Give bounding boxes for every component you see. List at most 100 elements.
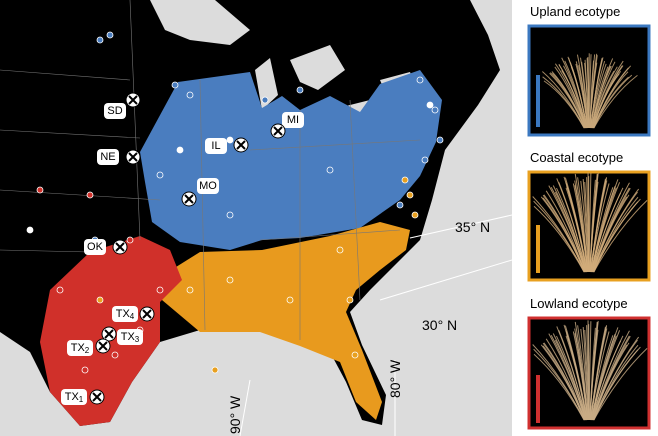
site-label: MI: [287, 114, 299, 126]
site-label: TX1: [65, 391, 84, 404]
site-label: OK: [87, 241, 104, 253]
grass-blade: [581, 61, 590, 129]
sample-point: [416, 76, 424, 84]
sample-point: [226, 136, 234, 144]
grass-blade: [588, 176, 590, 273]
sample-point: [326, 166, 334, 174]
sample-point: [156, 171, 164, 179]
map: [0, 0, 513, 436]
sample-point: [286, 296, 294, 304]
grass-blade: [556, 178, 588, 273]
site-label-box: [61, 389, 87, 405]
site-name: OK: [87, 241, 104, 253]
grass-blade: [548, 185, 587, 273]
sample-point: [351, 351, 359, 359]
latitude-label: 35° N: [455, 219, 490, 235]
grass-blade: [564, 325, 588, 421]
sample-point: [176, 146, 184, 154]
longitude-label: 80° W: [387, 359, 403, 398]
sample-point: [106, 31, 114, 39]
grass-blade: [591, 335, 617, 421]
site-label: IL: [211, 140, 220, 152]
site-name: TX: [65, 391, 80, 403]
sample-point: [226, 211, 234, 219]
grass-blade: [580, 328, 590, 421]
lowland-panel: Lowland ecotype: [527, 296, 651, 430]
sample-point: [156, 286, 164, 294]
site-subscript: 1: [79, 395, 84, 404]
site-label-box: [197, 178, 219, 194]
site-label-box: [205, 138, 227, 154]
site-cross: [184, 194, 194, 204]
grass-blade: [591, 340, 622, 421]
great-lakes: [150, 0, 415, 125]
grass-blade: [548, 333, 587, 421]
site-label: SD: [107, 105, 122, 117]
grass-blade: [591, 187, 617, 273]
grass-blade: [593, 200, 648, 273]
graticule-lines: [239, 214, 513, 436]
sample-point: [111, 351, 119, 359]
state-borders: [0, 0, 421, 340]
site-name: MO: [199, 180, 217, 192]
grass-blade: [558, 64, 587, 129]
grass-blade: [591, 65, 611, 129]
grass-blade: [588, 324, 590, 421]
grass-blade: [591, 192, 622, 273]
site-label: TX3: [121, 331, 140, 344]
grass-blade: [593, 339, 638, 421]
grass-blade: [593, 74, 638, 129]
grass-blade: [593, 71, 629, 129]
grass-blade: [568, 57, 588, 129]
scale-bar: [536, 375, 540, 423]
scale-bar: [536, 75, 540, 127]
site-name: SD: [107, 105, 122, 117]
site-cross: [115, 242, 125, 252]
grass: [532, 320, 648, 421]
panel-title: Lowland ecotype: [530, 296, 628, 311]
grass-blade: [584, 329, 590, 421]
grass-blade: [593, 344, 639, 421]
grass-blade: [589, 321, 598, 421]
panel-title: Coastal ecotype: [530, 150, 623, 165]
grass: [532, 172, 648, 273]
coastal-panel: Coastal ecotype: [527, 150, 651, 282]
longitude-label: 90° W: [227, 395, 243, 434]
grass-blade: [552, 185, 587, 273]
site-cross: [128, 152, 138, 162]
grass-blade: [589, 173, 598, 273]
sample-point: [36, 186, 44, 194]
site-subscript: 4: [130, 312, 135, 321]
site-name: TX: [116, 308, 131, 320]
site-cross: [128, 95, 138, 105]
grass-blade: [591, 70, 615, 129]
site-name: MI: [287, 114, 299, 126]
grass-blade: [584, 181, 590, 273]
site-subscript: 3: [135, 335, 140, 344]
grass-blade: [561, 57, 588, 129]
site-label: NE: [100, 151, 115, 163]
upland-panel: Upland ecotype: [527, 4, 651, 137]
grass-blade: [542, 76, 585, 129]
sample-point: [81, 366, 89, 374]
site-cross: [273, 126, 283, 136]
site-label-box: [97, 149, 119, 165]
grass-blade: [590, 57, 603, 129]
grass-blade: [592, 71, 622, 129]
grass-blade: [592, 194, 630, 273]
site-cross: [104, 329, 114, 339]
grass-blade: [554, 63, 587, 129]
grass-blade: [593, 191, 638, 273]
sample-point: [96, 296, 104, 304]
site-cross: [98, 341, 108, 351]
sample-point: [211, 366, 219, 374]
grass: [542, 53, 638, 129]
sample-point: [56, 286, 64, 294]
coastal-region: [152, 222, 410, 420]
sample-point: [431, 106, 439, 114]
site-name: IL: [211, 140, 220, 152]
grass-blade: [533, 200, 585, 273]
site-label-box: [67, 340, 93, 356]
sample-point: [26, 226, 34, 234]
